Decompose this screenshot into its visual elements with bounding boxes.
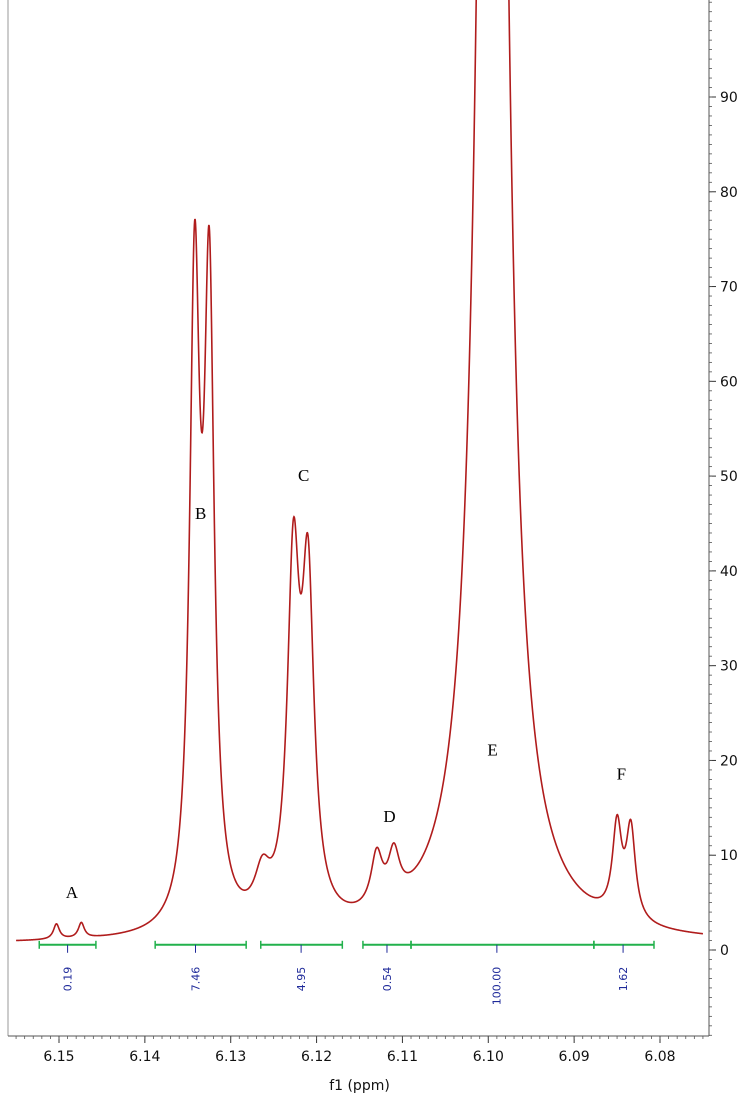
y-tick-label: 20 [720, 753, 738, 769]
y-tick-label: 50 [720, 469, 738, 485]
integral-value: 0.54 [381, 967, 394, 992]
y-tick-label: 10 [720, 848, 738, 864]
x-axis-ticks: 6.15 6.14 6.13 6.12 6.11 6.10 6.09 6.08 [15, 1036, 704, 1065]
x-tick-label: 6.14 [129, 1049, 160, 1065]
y-tick-label: 70 [720, 280, 738, 296]
spectrum-line [16, 0, 704, 942]
x-tick-label: 6.12 [301, 1049, 332, 1065]
peak-label-b: B [195, 504, 206, 523]
peak-label-c: C [298, 466, 309, 485]
y-axis-ticks: 0 10 20 30 40 50 60 70 80 90 [709, 1, 738, 1036]
y-tick-label: 80 [720, 185, 738, 201]
integral-value: 7.46 [189, 967, 202, 992]
y-tick-label: 40 [720, 564, 738, 580]
integral-regions: 0.19 7.46 4.95 0.54 100.00 1.62 [38, 940, 655, 1006]
peak-label-e: E [487, 741, 497, 760]
peak-label-a: A [66, 883, 79, 902]
y-tick-label: 90 [720, 90, 738, 106]
integral-value: 1.62 [617, 967, 630, 992]
x-tick-label: 6.10 [473, 1049, 504, 1065]
peak-labels: A B C D E F [66, 466, 626, 902]
plot-frame [7, 0, 710, 1037]
integral-value: 100.00 [491, 967, 504, 1006]
integral-value: 4.95 [295, 967, 308, 992]
x-tick-label: 6.08 [644, 1049, 675, 1065]
peak-label-f: F [617, 764, 626, 783]
y-tick-label: 0 [720, 943, 729, 959]
x-axis-title: f1 (ppm) [329, 1078, 390, 1094]
x-tick-label: 6.15 [43, 1049, 74, 1065]
y-tick-label: 30 [720, 659, 738, 675]
x-tick-label: 6.13 [215, 1049, 246, 1065]
integral-value: 0.19 [61, 967, 74, 992]
x-tick-label: 6.11 [387, 1049, 418, 1065]
peak-label-d: D [383, 807, 395, 826]
y-tick-label: 60 [720, 374, 738, 390]
x-tick-label: 6.09 [559, 1049, 590, 1065]
